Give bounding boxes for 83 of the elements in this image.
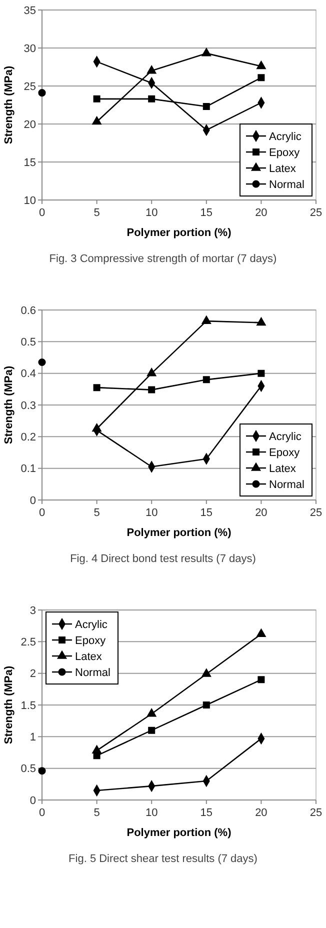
y-tick-label: 1.5 — [20, 700, 36, 712]
point — [256, 628, 266, 637]
point — [258, 676, 265, 684]
point — [202, 103, 210, 110]
text: Fig. 5 Direct shear test results (7 days) — [68, 853, 258, 865]
x-tick-label: 25 — [310, 207, 322, 219]
legend-label: Latex — [269, 162, 296, 175]
point — [258, 74, 265, 82]
legend-label: Epoxy — [75, 634, 106, 647]
legend-label: Normal — [269, 478, 304, 491]
y-tick-label: 0.6 — [20, 304, 36, 317]
text: Fig. 4 Direct bond test results (7 days) — [70, 553, 256, 565]
point — [202, 376, 210, 384]
y-tick-label: 0.1 — [20, 463, 36, 476]
x-tick-label: 5 — [94, 207, 100, 219]
y-tick-label: 2 — [30, 668, 36, 680]
point — [148, 386, 156, 394]
legend-label: Latex — [269, 462, 296, 475]
x-tick-label: 25 — [310, 507, 322, 519]
point — [92, 116, 102, 125]
legend-label: Epoxy — [269, 146, 300, 159]
x-tick-label: 0 — [38, 507, 46, 519]
y-tick-label: 20 — [24, 118, 36, 131]
x-tick-label: 0 — [38, 807, 46, 819]
x-tick-label: 10 — [145, 507, 158, 519]
x-tick-label: 15 — [200, 507, 213, 519]
legend-label: Normal — [75, 666, 110, 679]
legend-label: Latex — [75, 650, 102, 663]
legend-label: Acrylic — [269, 130, 302, 143]
point — [146, 65, 156, 74]
x-axis-title: Polymer portion (%) — [126, 827, 232, 839]
point — [202, 702, 210, 708]
point — [258, 370, 265, 377]
x-tick-label: 20 — [255, 207, 268, 219]
point — [93, 384, 100, 392]
x-tick-label: 15 — [200, 207, 213, 219]
point — [38, 89, 46, 97]
y-tick-label: 2.5 — [20, 636, 36, 649]
y-tick-label: 1 — [30, 732, 36, 744]
x-tick-label: 5 — [94, 507, 100, 519]
point — [202, 316, 212, 324]
y-tick-label: 0 — [30, 794, 36, 807]
point — [148, 726, 156, 734]
text: Fig. 3 Compressive strength of mortar (7 days) — [49, 253, 277, 265]
y-tick-label: 35 — [24, 4, 36, 17]
x-tick-label: 20 — [255, 807, 268, 819]
legend-label: Normal — [269, 178, 304, 191]
y-tick-label: 30 — [24, 42, 36, 55]
y-tick-label: 0.5 — [20, 763, 36, 776]
x-tick-label: 0 — [38, 207, 46, 219]
legend-label: Epoxy — [269, 446, 300, 459]
point — [38, 767, 46, 775]
point — [148, 95, 156, 102]
y-tick-label: 0 — [30, 494, 36, 507]
y-axis-title: Strength (MPa) — [3, 366, 15, 444]
y-tick-label: 25 — [24, 80, 36, 93]
x-axis-title: Polymer portion (%) — [126, 527, 232, 539]
point — [146, 368, 156, 376]
legend-label: Acrylic — [75, 618, 108, 631]
y-tick-label: 15 — [24, 156, 36, 169]
point — [146, 708, 156, 717]
x-tick-label: 15 — [200, 807, 213, 819]
point — [256, 60, 266, 70]
y-axis-title: Strength (MPa) — [3, 66, 15, 144]
y-axis-title: Strength (MPa) — [3, 666, 15, 744]
y-tick-label: 3 — [30, 604, 36, 617]
x-tick-label: 10 — [145, 807, 158, 819]
point — [38, 358, 46, 366]
x-axis-title: Polymer portion (%) — [126, 227, 232, 239]
y-tick-label: 10 — [24, 194, 36, 207]
y-tick-label: 0.2 — [20, 432, 36, 444]
point — [202, 668, 212, 677]
x-tick-label: 25 — [310, 807, 322, 819]
x-tick-label: 10 — [145, 207, 158, 219]
y-tick-label: 0.5 — [20, 336, 36, 349]
point — [256, 317, 266, 326]
y-tick-label: 0.3 — [20, 400, 36, 412]
x-tick-label: 20 — [255, 507, 268, 519]
y-tick-label: 0.4 — [20, 368, 36, 380]
point — [202, 48, 212, 56]
point — [93, 95, 100, 102]
legend-label: Acrylic — [269, 430, 302, 443]
x-tick-label: 5 — [94, 807, 100, 819]
